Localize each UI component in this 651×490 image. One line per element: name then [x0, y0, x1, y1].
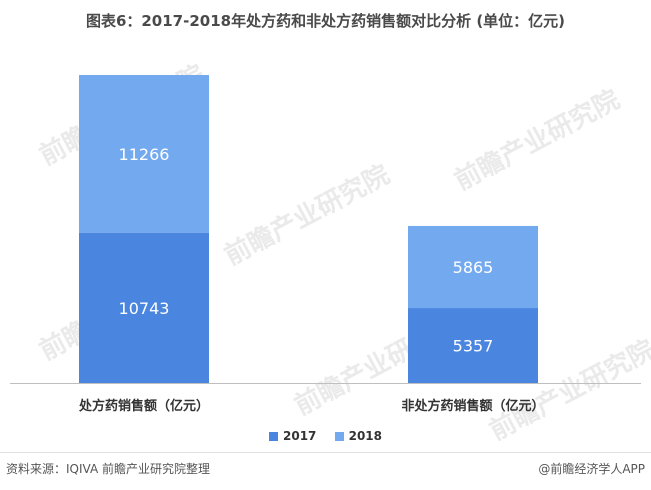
category-label-1: 处方药销售额（亿元） — [78, 398, 209, 414]
legend-label-2017: 2017 — [283, 428, 317, 443]
category-label-2: 非处方药销售额（亿元） — [401, 398, 544, 414]
legend-item-2018[interactable]: 2018 — [334, 428, 382, 443]
legend-label-2018: 2018 — [348, 428, 382, 443]
bar-segment-2017-1 — [79, 232, 209, 383]
legend-item-2017[interactable]: 2017 — [269, 429, 316, 443]
data-label-2018-1: 11266 — [119, 145, 170, 164]
chart-title: 图表6：2017-2018年处方药和非处方药销售额对比分析 (单位：亿元) — [85, 12, 566, 30]
legend-swatch-2017 — [269, 431, 278, 441]
legend-swatch-2018 — [334, 431, 344, 441]
data-label-2017-2: 5357 — [453, 337, 494, 356]
brand-credit: @前瞻经济学人APP — [538, 462, 645, 476]
footer-divider — [0, 452, 651, 453]
data-label-2018-2: 5865 — [453, 258, 494, 277]
chart-legend: 2017 2018 — [0, 428, 651, 443]
bar-segment-2018-2 — [408, 225, 538, 309]
bar-segment-2017-2 — [408, 308, 538, 383]
data-label-2017-1: 10743 — [119, 299, 170, 318]
bar-segment-2018-1 — [79, 75, 209, 233]
source-note: 资料来源：IQIVA 前瞻产业研究院整理 — [6, 462, 210, 476]
